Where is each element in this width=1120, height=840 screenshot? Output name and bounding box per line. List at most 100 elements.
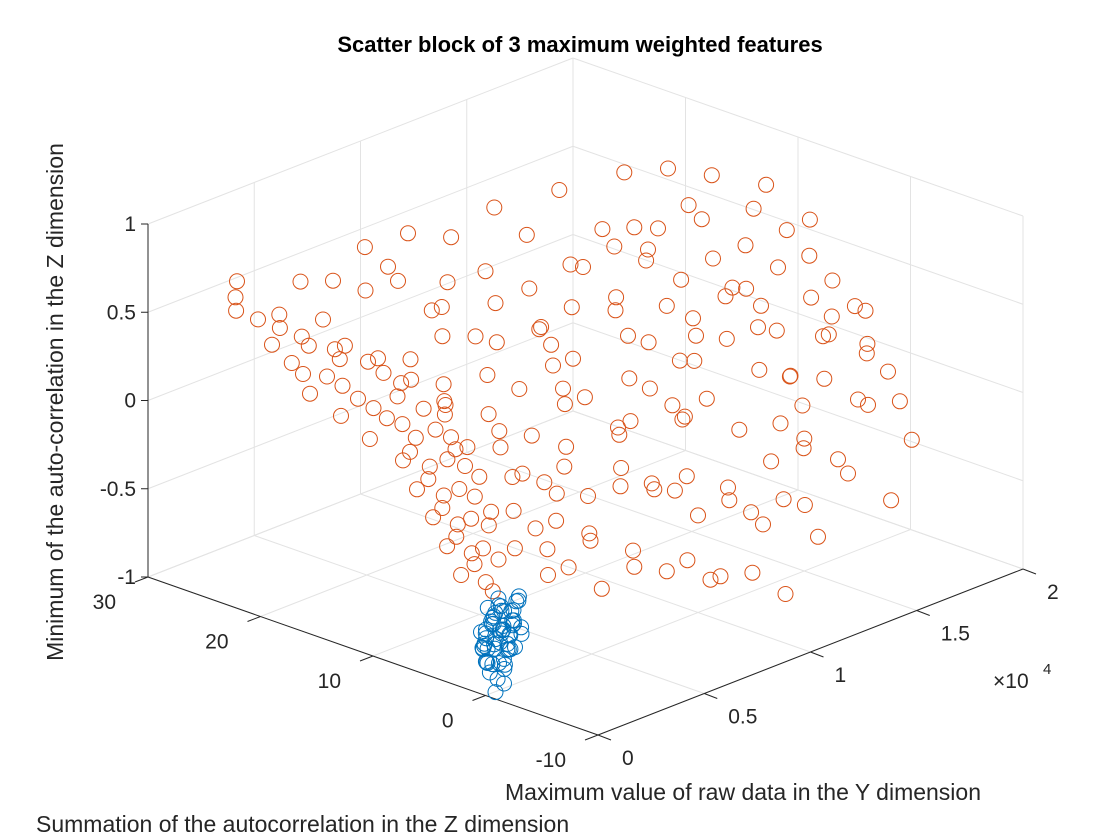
scatter-point — [504, 469, 521, 485]
scatter-point — [796, 497, 813, 513]
scatter-point — [488, 334, 505, 351]
scatter-point — [407, 429, 424, 446]
scatter-point — [435, 487, 452, 504]
scatter-point — [490, 551, 507, 568]
scatter-point — [720, 479, 736, 496]
scatter-point — [443, 429, 459, 446]
scatter-point — [439, 538, 456, 555]
scatter-point — [295, 366, 311, 382]
scatter-point — [753, 297, 769, 314]
x-tick-label: 30 — [93, 591, 116, 614]
scatter-point — [365, 400, 382, 417]
scatter-point — [660, 160, 676, 177]
scatter-point — [702, 571, 719, 588]
scatter-point — [795, 440, 812, 457]
scatter-point — [880, 363, 896, 380]
z-tick-label: -0.5 — [100, 478, 136, 501]
scatter-point — [350, 390, 366, 407]
scatter-point — [477, 574, 494, 591]
y-tick-label: 0.5 — [728, 706, 757, 729]
scatter-point — [434, 328, 451, 345]
scatter-point — [801, 247, 818, 264]
scatter-point — [447, 441, 464, 458]
scatter-point — [506, 540, 523, 557]
scatter-point — [626, 219, 643, 236]
scatter-point — [768, 322, 785, 339]
scatter-point — [782, 367, 799, 384]
scatter-point — [556, 458, 573, 475]
y-axis-label: Maximum value of raw data in the Y dimen… — [505, 779, 981, 805]
scatter-point — [594, 221, 611, 238]
scatter-point — [616, 164, 633, 181]
scatter-point — [731, 421, 748, 438]
scatter-point — [794, 397, 811, 414]
scatter-point — [622, 413, 639, 430]
x-tick-label: -10 — [536, 749, 566, 772]
y-axis-multiplier: ×10 4 — [993, 661, 1051, 693]
scatter-point — [331, 351, 348, 368]
scatter-point — [755, 516, 771, 533]
grid-line-y-floor — [254, 535, 705, 694]
scatter-point — [487, 684, 504, 701]
scatter-point — [326, 341, 343, 358]
scatter-point — [302, 385, 318, 402]
scatter-point — [492, 598, 509, 615]
y-tick-mark — [810, 651, 824, 658]
scatter-point — [228, 302, 245, 319]
scatter-point — [425, 509, 442, 526]
scatter-point — [264, 336, 280, 353]
scatter-point — [496, 675, 512, 692]
scatter-point — [357, 282, 374, 299]
x-tick-mark — [134, 576, 149, 583]
scatter-point — [850, 391, 866, 408]
scatter-point — [750, 319, 766, 336]
scatter-point — [641, 380, 658, 397]
scatter-point — [903, 431, 920, 448]
y-tick-mark — [704, 693, 718, 699]
x-tick-label: 0 — [442, 710, 454, 733]
scatter-point — [758, 176, 775, 193]
y-tick-label: 0 — [622, 747, 634, 770]
scatter-point — [487, 295, 504, 312]
scatter-point — [510, 588, 527, 605]
scatter-point — [820, 326, 837, 343]
grid-line-z-right — [572, 57, 1024, 217]
z-tick-label: 1 — [124, 213, 136, 236]
scatter-point — [409, 481, 425, 498]
scatter-point — [545, 357, 561, 374]
scatter-point — [435, 376, 452, 393]
scatter-point — [606, 238, 623, 255]
data-points — [227, 160, 920, 701]
x-tick-mark — [359, 655, 374, 662]
scatter-point — [421, 458, 438, 475]
scatter-point — [846, 298, 863, 315]
x-axis-label: Summation of the autocorrelation in the … — [36, 811, 569, 837]
grid-line-z-left — [147, 57, 574, 225]
scatter-point — [474, 639, 491, 656]
scatter-point — [523, 427, 540, 444]
x-tick-mark — [584, 734, 599, 741]
scatter-point — [533, 319, 550, 335]
scatter-point — [558, 438, 575, 455]
scatter-point — [471, 468, 488, 485]
scatter-point — [459, 439, 476, 456]
scatter-point — [576, 389, 593, 406]
scatter-point — [378, 410, 395, 427]
scatter-point — [496, 656, 513, 673]
scatter-point — [796, 430, 813, 447]
scatter-point — [721, 492, 738, 509]
scatter-point — [548, 485, 565, 502]
scatter-point — [840, 465, 856, 482]
scatter-point — [479, 640, 496, 657]
x-tick-mark — [472, 695, 486, 701]
scatter-point — [467, 328, 484, 345]
scatter-point — [770, 259, 786, 276]
scatter-point — [613, 460, 630, 476]
tick-labels: -10 0 10 20 30 0 0.5 1 1.5 2 -1 -0.5 0 0.5 1 — [93, 213, 1059, 772]
scatter-point — [484, 656, 501, 673]
scatter-point — [737, 237, 754, 254]
scatter-point — [664, 397, 681, 414]
scatter-point — [650, 220, 666, 237]
scatter-point — [608, 289, 625, 306]
scatter-point — [673, 271, 690, 288]
